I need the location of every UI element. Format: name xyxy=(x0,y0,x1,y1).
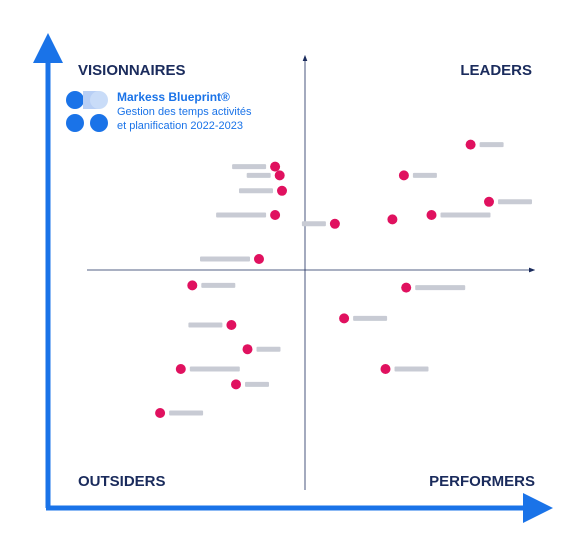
blurred-label xyxy=(394,366,429,372)
point xyxy=(274,170,285,181)
point xyxy=(398,170,409,181)
point xyxy=(339,313,350,324)
blurred-label xyxy=(239,188,273,194)
blurred-label xyxy=(169,410,204,416)
quadrant-label: VISIONNAIRES xyxy=(78,62,186,79)
point xyxy=(401,282,412,293)
quadrant-label: PERFORMERS xyxy=(429,473,535,490)
point xyxy=(270,210,281,220)
point xyxy=(329,218,340,229)
quadrant-label: LEADERS xyxy=(460,62,532,79)
blurred-label xyxy=(479,142,504,148)
blurred-label xyxy=(440,212,491,218)
blurred-label xyxy=(415,285,466,291)
point xyxy=(175,364,186,374)
quadrant-label: OUTSIDERS xyxy=(78,473,166,490)
blurred-label xyxy=(256,346,281,352)
logo-subtitle: et planification 2022-2023 xyxy=(117,120,243,132)
blurred-label xyxy=(245,381,269,387)
point xyxy=(465,139,476,150)
point xyxy=(242,344,253,355)
blurred-label xyxy=(301,221,326,227)
point xyxy=(231,379,241,390)
point xyxy=(187,280,198,291)
logo-title: Markess Blueprint® xyxy=(117,90,230,104)
point xyxy=(254,254,264,264)
point xyxy=(484,196,494,207)
point xyxy=(277,185,287,196)
blurred-label xyxy=(188,322,223,328)
point xyxy=(380,364,391,374)
blurred-label xyxy=(216,212,267,218)
point xyxy=(226,320,237,330)
logo-subtitle: Gestion des temps activités xyxy=(117,106,252,118)
point xyxy=(426,210,437,220)
blurred-label xyxy=(200,256,250,262)
blurred-label xyxy=(189,366,240,372)
blurred-label xyxy=(353,315,388,321)
blurred-label xyxy=(232,164,267,170)
blurred-label xyxy=(201,282,236,288)
blurred-label xyxy=(498,199,532,205)
point xyxy=(387,214,398,225)
point xyxy=(270,161,281,172)
logo xyxy=(66,91,108,132)
point xyxy=(155,408,166,418)
blurred-label xyxy=(246,172,271,178)
blurred-label xyxy=(412,172,437,178)
